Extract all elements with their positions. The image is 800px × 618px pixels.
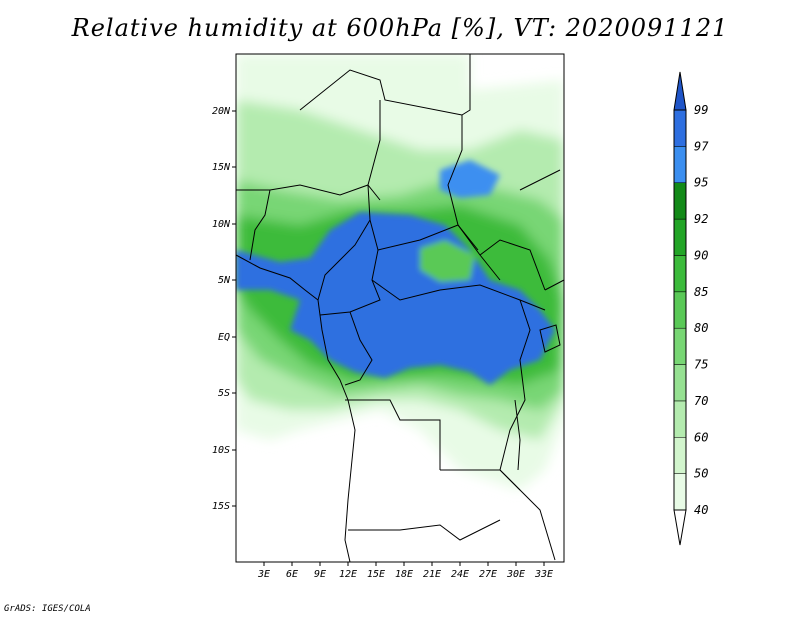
border-sudan-south <box>479 239 546 291</box>
border-angola-north <box>345 399 441 470</box>
y-tick-label: 10S <box>212 445 230 456</box>
colorbar-segment <box>673 182 687 220</box>
x-tick-label: 33E <box>534 569 553 580</box>
y-tick-label: 5N <box>218 275 231 286</box>
colorbar-segment <box>673 291 687 329</box>
x-tick-label: 3E <box>257 569 270 580</box>
colorbar-segment <box>673 437 687 474</box>
x-tick-label: 24E <box>451 569 469 580</box>
y-tick-label: EQ <box>218 332 230 343</box>
x-tick-label: 12E <box>339 569 357 580</box>
colorbar-label: 92 <box>694 212 708 226</box>
lake-tanganyika <box>514 399 521 471</box>
colorbar-segment <box>673 473 687 511</box>
humidity-field <box>236 54 564 562</box>
grads-credit: GrADS: IGES/COLA <box>4 604 91 614</box>
y-tick-labels: 20N 15N 10N 5N EQ 5S 10S 15S <box>212 106 231 512</box>
map-frame <box>235 53 565 563</box>
y-tick-label: 5S <box>218 388 230 399</box>
x-tick-label: 9E <box>314 569 326 580</box>
colorbar-label: 85 <box>694 285 708 299</box>
border-libya-chad <box>461 54 471 116</box>
colorbar-label: 70 <box>694 394 708 408</box>
border-niger-north <box>299 69 463 116</box>
colorbar-segment <box>673 218 687 256</box>
border-drc-north <box>371 279 546 311</box>
border-east-misc <box>544 279 564 291</box>
border-cameroon <box>319 219 381 316</box>
border-zambia <box>440 469 556 561</box>
colorbar: 40 50 60 70 75 80 85 90 92 95 97 99 <box>673 71 709 546</box>
colorbar-label: 60 <box>694 430 708 444</box>
colorbar-segment <box>673 327 687 365</box>
x-tick-label: 21E <box>423 569 441 580</box>
colorbar-label: 80 <box>694 321 708 335</box>
border-westafrica <box>236 189 271 261</box>
map-title: Relative humidity at 600hPa [%], VT: 202… <box>71 14 729 42</box>
lake-victoria <box>539 324 561 353</box>
colorbar-segments <box>673 109 687 511</box>
border-niger-chad <box>367 100 381 201</box>
colorbar-segment <box>673 255 687 293</box>
colorbar-label: 75 <box>694 358 708 372</box>
x-tick-label: 15E <box>367 569 385 580</box>
border-congo <box>344 311 373 386</box>
colorbar-segment <box>673 109 687 147</box>
border-angola-south <box>348 519 501 541</box>
x-tick-label: 18E <box>395 569 413 580</box>
colorbar-label: 50 <box>694 467 708 481</box>
x-tick-label: 27E <box>479 569 497 580</box>
y-tick-label: 10N <box>212 219 231 230</box>
rh-95-patch-north <box>440 160 500 198</box>
y-tick-label: 15S <box>212 501 230 512</box>
coastline <box>236 254 356 562</box>
colorbar-frame <box>673 109 687 511</box>
rh-97-area <box>236 212 555 385</box>
colorbar-label: 40 <box>694 503 708 517</box>
x-tick-labels: 3E 6E 9E 12E 15E 18E 21E 24E 27E 30E 33E <box>257 569 553 580</box>
colorbar-label: 97 <box>694 139 709 153</box>
colorbar-label: 99 <box>694 103 708 117</box>
colorbar-segment <box>673 146 687 183</box>
colorbar-label: 95 <box>694 176 708 190</box>
country-borders <box>236 54 564 562</box>
border-sudan-east <box>519 169 561 191</box>
axis-tick-marks <box>232 110 545 566</box>
colorbar-bottom-arrow <box>673 509 687 546</box>
y-tick-label: 15N <box>212 162 231 173</box>
x-tick-label: 30E <box>506 569 525 580</box>
border-car <box>377 224 501 281</box>
x-tick-label: 6E <box>286 569 298 580</box>
colorbar-segment <box>673 364 687 402</box>
colorbar-segment <box>673 400 687 438</box>
colorbar-top-arrow <box>673 71 687 111</box>
colorbar-labels: 40 50 60 70 75 80 85 90 92 95 97 99 <box>694 103 709 517</box>
colorbar-label: 90 <box>694 248 708 262</box>
rh-90-patch-central <box>420 240 475 282</box>
y-tick-label: 20N <box>212 106 231 117</box>
